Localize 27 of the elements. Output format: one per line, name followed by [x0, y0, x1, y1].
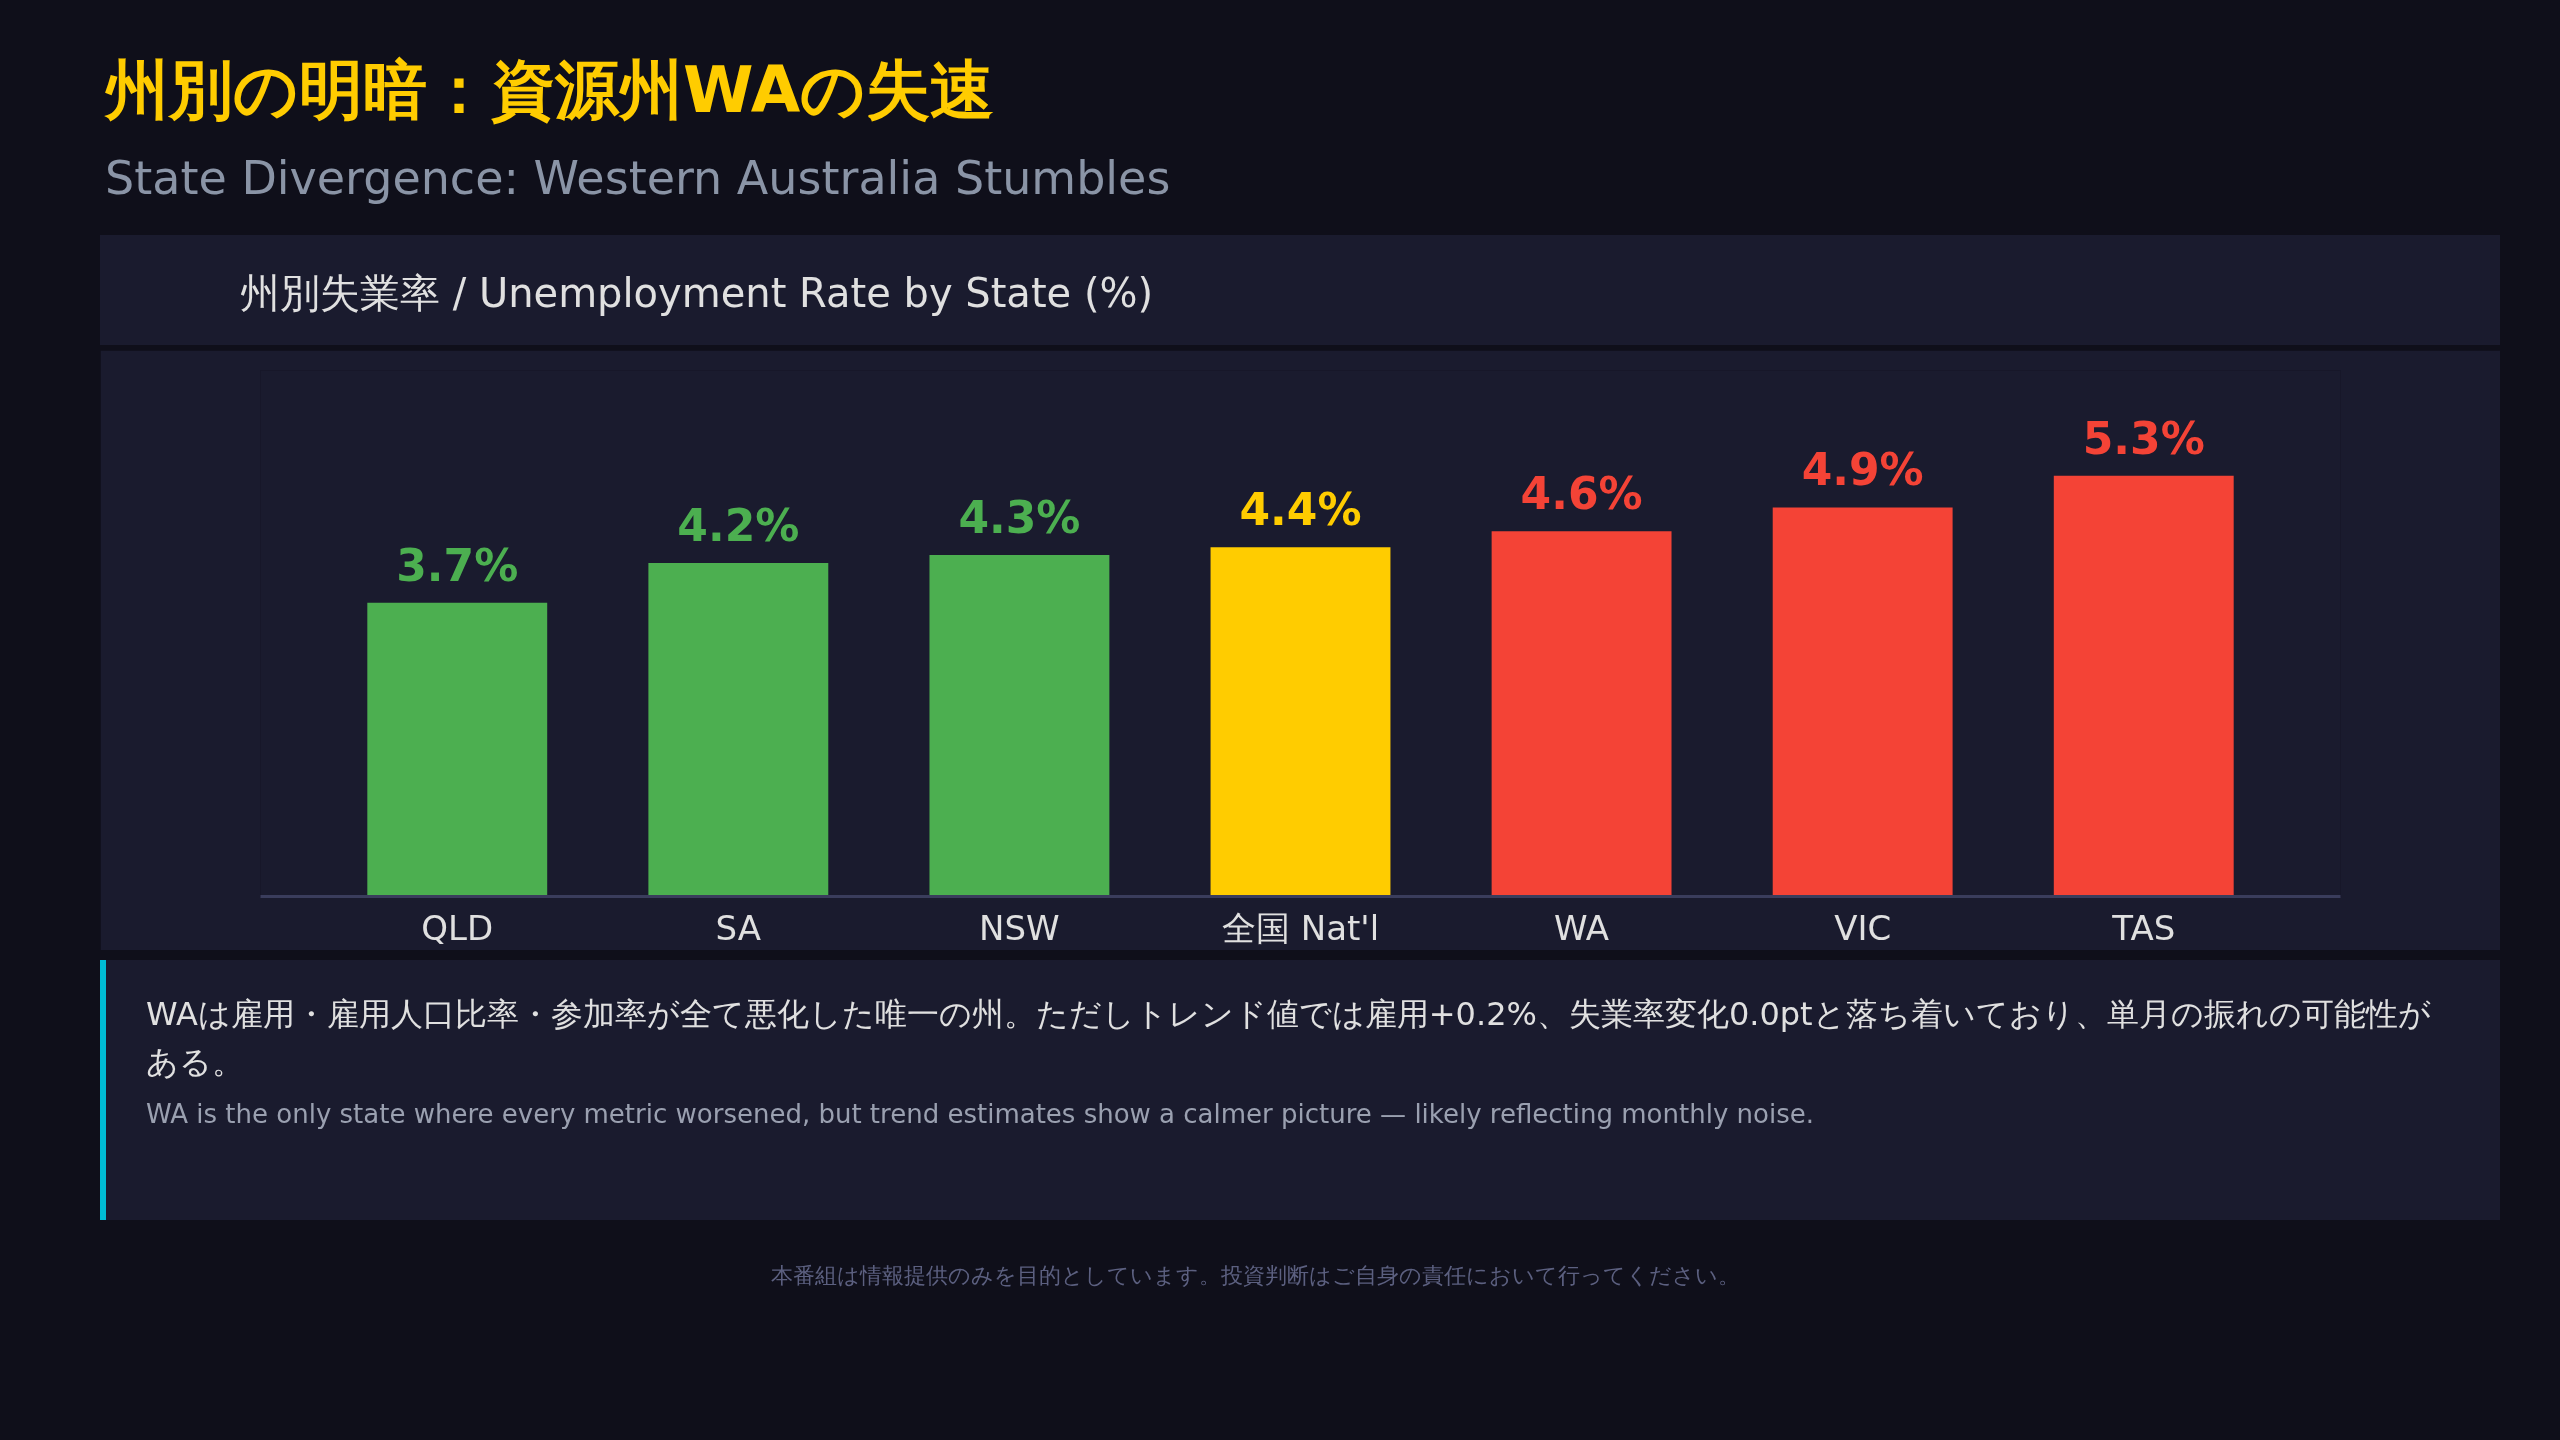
data-label: 4.6%	[1520, 468, 1643, 520]
bar	[1772, 507, 1953, 897]
data-label: 5.3%	[2082, 412, 2205, 464]
data-label: 4.9%	[1801, 444, 1924, 496]
text: 本番組は情報提供のみを目的としています。投資判断はご自身の責任において行ってください。	[769, 1262, 1741, 1290]
x-tick-label: NSW	[979, 907, 1060, 948]
bar	[2053, 475, 2234, 897]
text: WA is the only state where every metric worsened, but trend estimates show a calmer picture — likely reflecting monthly noise.	[146, 1098, 1815, 1131]
bar	[367, 602, 548, 897]
text: WAは雇用・雇用人口比率・参加率が全て悪化した唯一の州。ただしトレンド値では雇用+0.2%、失業率変化0.0ptと落ち着いており、単月の振れの可能性がある。	[146, 994, 2432, 1083]
bar	[1491, 531, 1672, 897]
text: 州別失業率 / Unemployment Rate by State (%)	[240, 269, 1154, 318]
data-label: 4.3%	[958, 492, 1081, 544]
x-tick-label: VIC	[1834, 907, 1892, 948]
x-tick-label: TAS	[2111, 907, 2176, 948]
chart-subtitle: State Divergence: Western Australia Stumbles	[105, 150, 1171, 208]
data-label: 4.4%	[1239, 484, 1362, 536]
x-tick-label: WA	[1554, 907, 1610, 948]
bar	[929, 555, 1110, 897]
x-tick-label: SA	[715, 907, 762, 948]
data-label: 4.2%	[677, 500, 800, 552]
data-label: 3.7%	[396, 539, 519, 591]
chart-title: 州別の明暗：資源州WAの失速	[105, 52, 996, 129]
x-tick-label: QLD	[421, 907, 494, 948]
bar	[1210, 547, 1391, 897]
bar	[648, 563, 829, 897]
x-tick-label: 全国 Nat'l	[1221, 907, 1380, 948]
